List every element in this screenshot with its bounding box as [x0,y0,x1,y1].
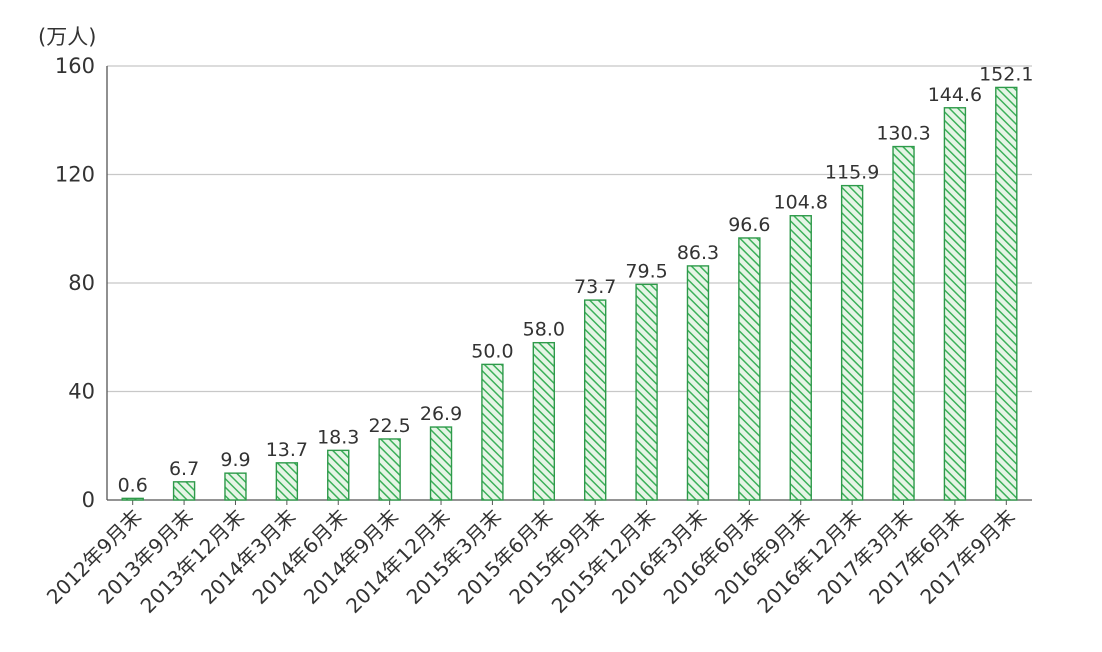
value-label: 58.0 [523,319,565,341]
value-label: 79.5 [625,260,667,282]
bar [532,341,556,501]
bar [840,184,864,501]
bar [429,426,453,501]
grid [107,65,1032,393]
y-tick-label: 0 [82,488,95,512]
labels: 040801201600.62012年9月末6.72013年9月末9.92013… [42,54,1034,618]
y-tick-label: 160 [55,54,95,78]
value-label: 6.7 [169,458,199,480]
value-label: 130.3 [876,123,930,145]
value-label: 26.9 [420,403,462,425]
value-label: 22.5 [368,415,410,437]
bar [121,497,144,501]
value-label: 115.9 [825,162,879,184]
bar [635,283,658,501]
value-label: 73.7 [574,276,616,298]
value-label: 104.8 [774,192,828,214]
bar [583,299,607,501]
y-tick-label: 120 [55,163,95,187]
bar [481,363,504,501]
value-label: 9.9 [220,449,250,471]
value-label: 18.3 [317,426,359,448]
value-label: 13.7 [266,439,308,461]
bar [892,145,915,501]
bar [224,472,247,501]
y-tick-label: 40 [68,380,95,404]
bar [738,237,761,501]
value-label: 50.0 [471,340,513,362]
bar [686,265,710,501]
bar [943,107,967,501]
y-tick-label: 80 [68,271,95,295]
bar [789,215,812,501]
bar [172,481,196,501]
bars [121,86,1018,501]
value-label: 0.6 [118,474,148,496]
value-label: 144.6 [928,84,982,106]
bar [378,438,401,501]
value-label: 86.3 [677,242,719,264]
bar [995,86,1018,501]
bar [275,462,299,501]
value-label: 96.6 [728,214,770,236]
value-label: 152.1 [979,63,1033,85]
y-unit-label: (万人) [38,25,96,49]
axes [106,66,1032,505]
bar [327,449,350,501]
